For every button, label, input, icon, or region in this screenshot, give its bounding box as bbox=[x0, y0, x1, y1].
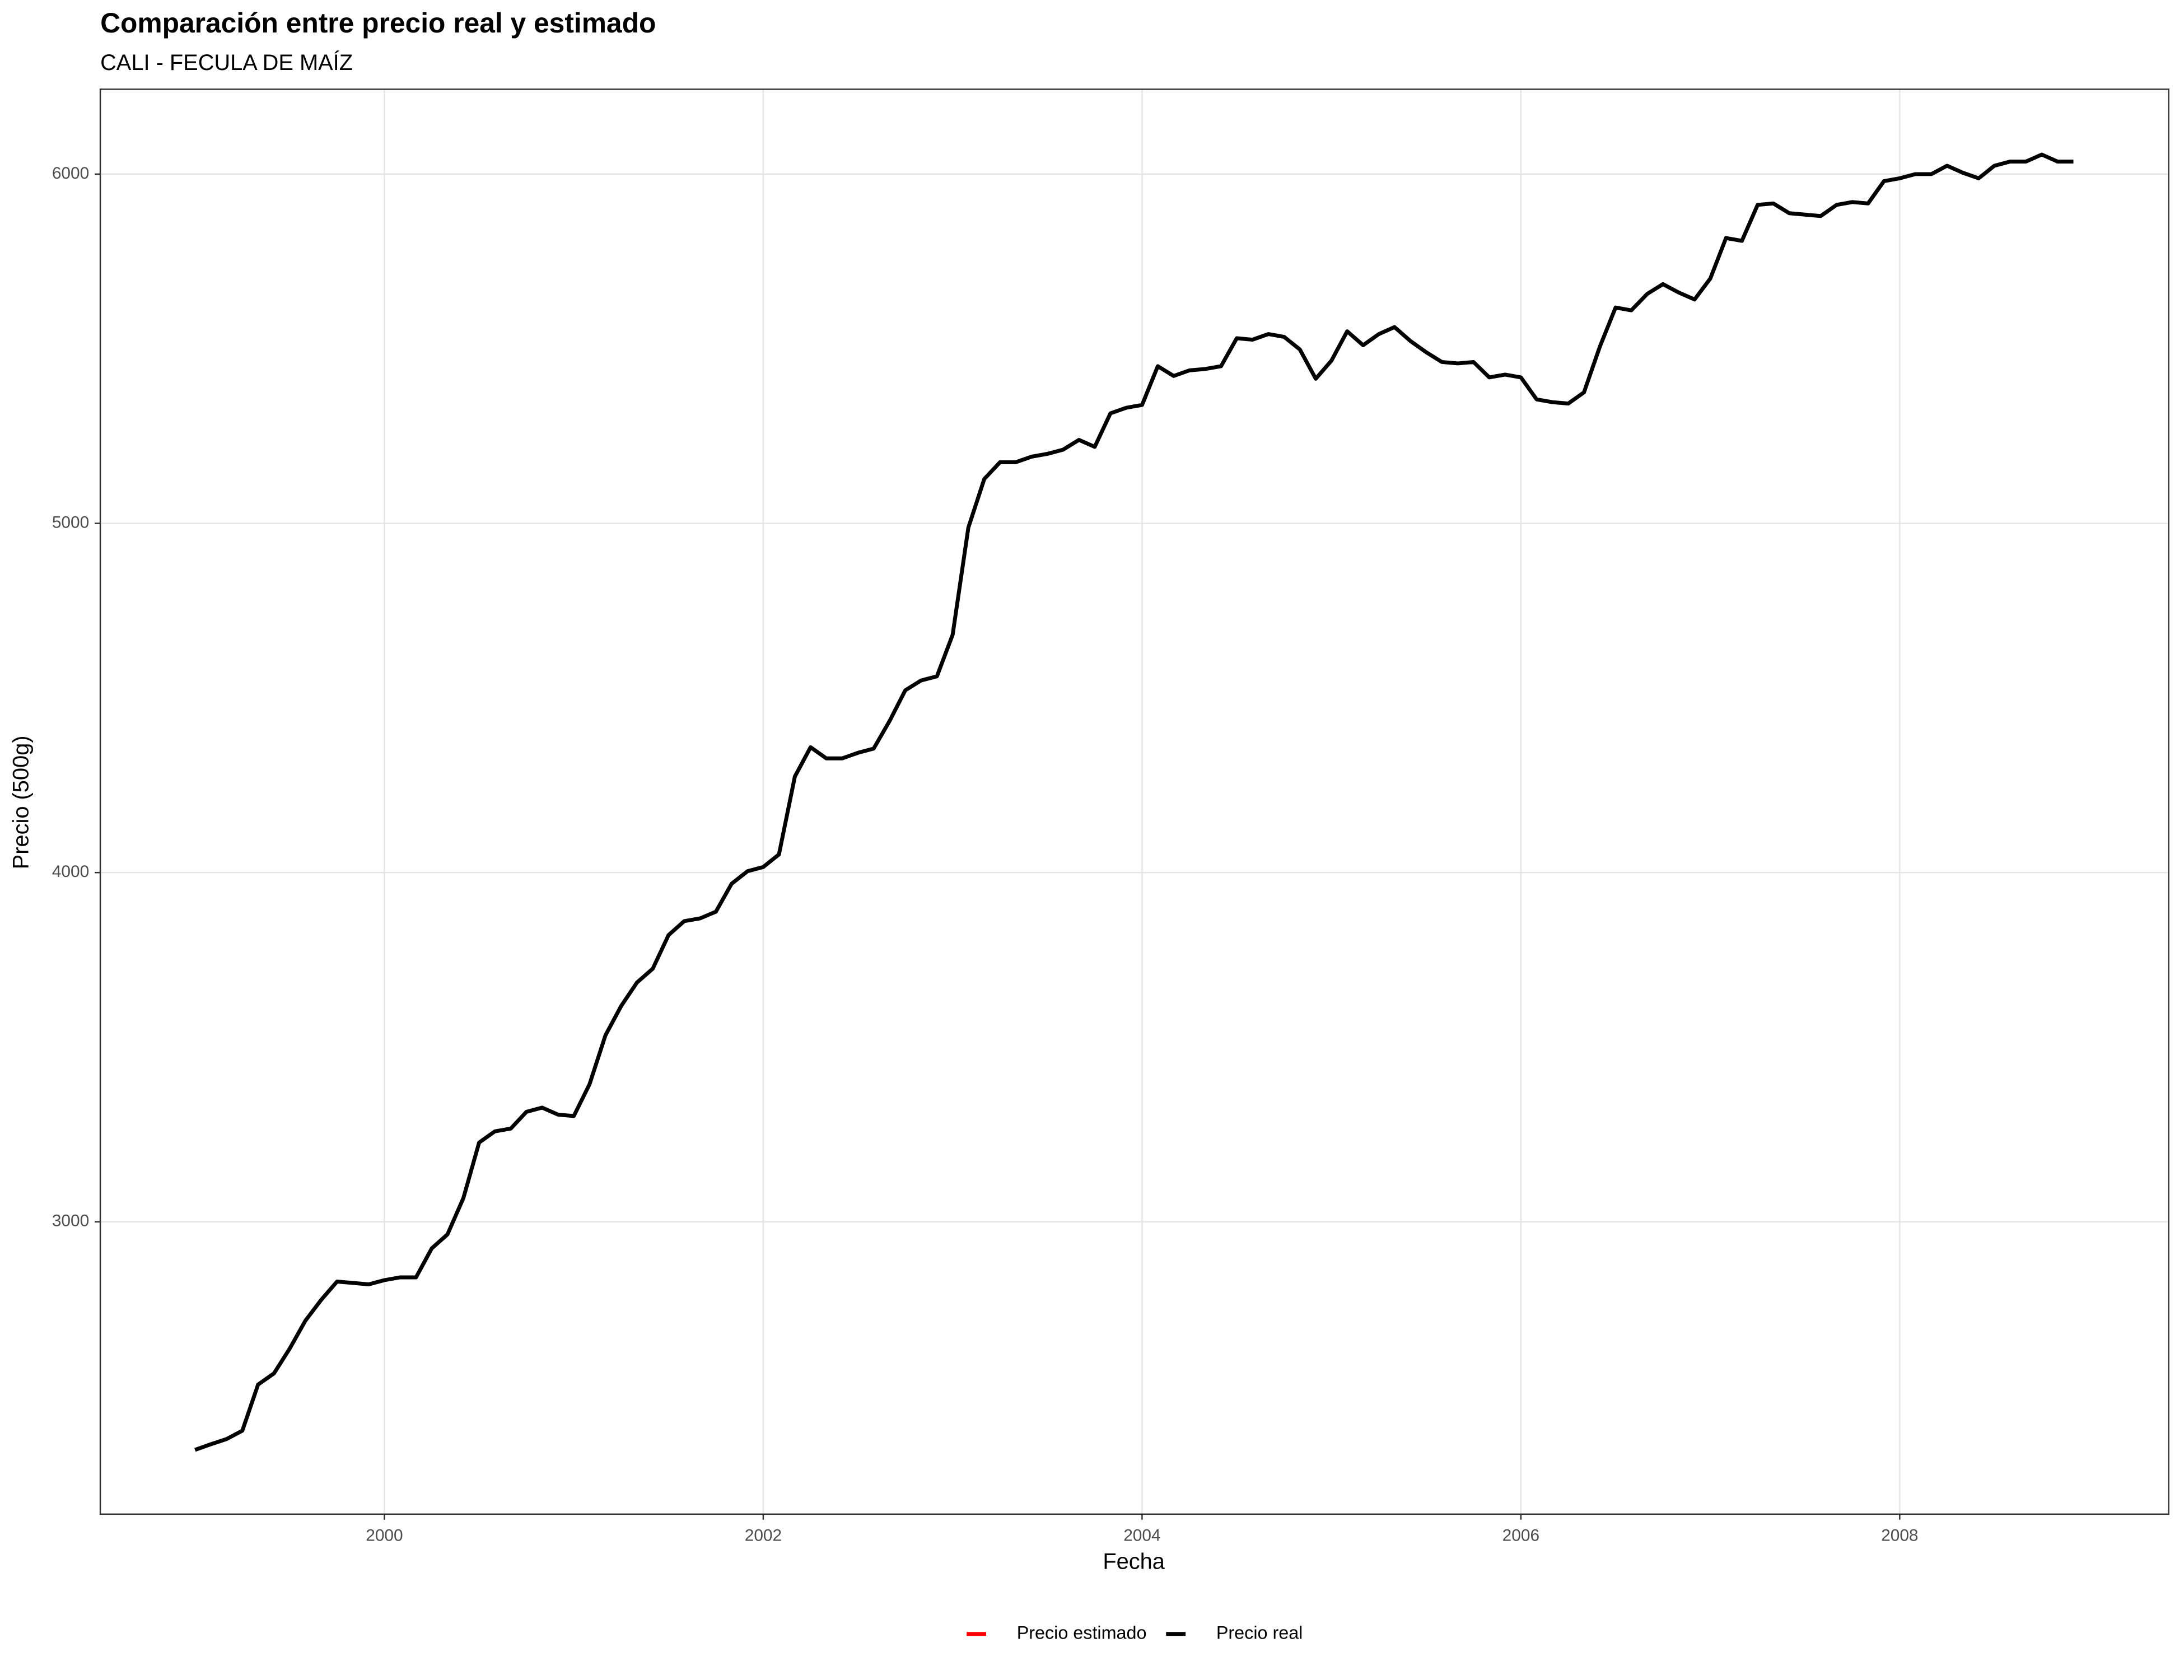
plot-area bbox=[194, 152, 2074, 1452]
chart-title: Comparación entre precio real y estimado bbox=[100, 7, 656, 39]
x-tick-label: 2000 bbox=[366, 1526, 403, 1544]
line-series bbox=[194, 152, 2074, 1452]
x-tick-label: 2002 bbox=[745, 1526, 782, 1544]
x-tick-label: 2004 bbox=[1123, 1526, 1160, 1544]
legend-label: Precio estimado bbox=[1017, 1622, 1147, 1642]
y-tick-label: 5000 bbox=[52, 513, 89, 531]
y-tick-label: 6000 bbox=[52, 164, 89, 183]
grid bbox=[100, 89, 2169, 1514]
chart-subtitle: CALI - FECULA DE MAÍZ bbox=[100, 50, 353, 75]
legend-label: Precio real bbox=[1216, 1622, 1303, 1642]
y-tick-label: 3000 bbox=[52, 1212, 89, 1230]
x-tick-label: 2006 bbox=[1502, 1526, 1539, 1544]
x-axis-label: Fecha bbox=[1103, 1549, 1165, 1574]
legend: Precio estimado Precio real bbox=[967, 1622, 1303, 1642]
panel-border bbox=[99, 88, 2169, 1515]
x-tick-label: 2008 bbox=[1881, 1526, 1918, 1544]
y-axis-label: Precio (500g) bbox=[8, 735, 33, 869]
y-tick-label: 4000 bbox=[52, 862, 89, 881]
